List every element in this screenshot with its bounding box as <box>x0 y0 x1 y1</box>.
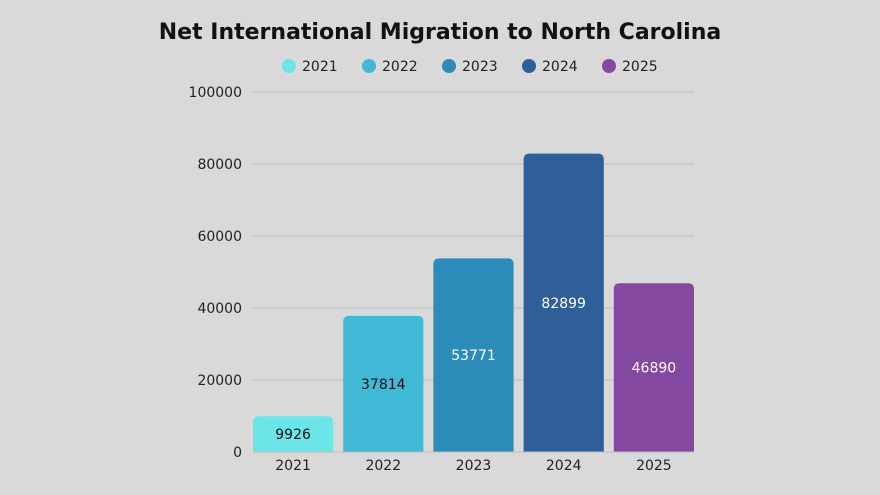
bar-2023 <box>433 258 514 452</box>
x-tick-label: 2022 <box>365 458 401 474</box>
chart-title: Net International Migration to North Car… <box>159 20 721 45</box>
y-tick-label: 60000 <box>197 229 242 245</box>
x-tick-label: 2023 <box>456 458 492 474</box>
legend-label: 2023 <box>462 59 498 75</box>
data-label: 82899 <box>541 296 586 312</box>
legend-item-2025: 2025 <box>602 59 658 75</box>
legend-label: 2022 <box>382 59 418 75</box>
legend-label: 2024 <box>542 59 578 75</box>
legend-item-2022: 2022 <box>362 59 418 75</box>
bars: 9926 37814 53771 82899 46890 <box>253 153 694 452</box>
legend-swatch <box>282 59 296 73</box>
legend-label: 2021 <box>302 59 338 75</box>
bar-2022 <box>343 315 424 452</box>
x-axis: 2021 2022 2023 2024 2025 <box>253 451 694 474</box>
legend-swatch <box>522 59 536 73</box>
legend-swatch <box>442 59 456 73</box>
data-label: 46890 <box>632 361 677 377</box>
y-tick-label: 20000 <box>197 373 242 389</box>
data-label: 9926 <box>275 427 311 443</box>
x-tick-label: 2021 <box>275 458 311 474</box>
y-tick-label: 100000 <box>189 85 242 101</box>
y-tick-label: 0 <box>233 445 242 461</box>
legend-swatch <box>362 59 376 73</box>
legend: 2021 2022 2023 2024 2025 <box>282 59 658 75</box>
x-tick-label: 2024 <box>546 458 582 474</box>
data-label: 37814 <box>361 377 406 393</box>
legend-item-2024: 2024 <box>522 59 578 75</box>
legend-label: 2025 <box>622 59 658 75</box>
y-axis: 0 20000 40000 60000 80000 100000 <box>189 85 242 461</box>
bar-2024 <box>523 153 604 452</box>
bar-2025 <box>613 283 694 452</box>
y-tick-label: 80000 <box>197 157 242 173</box>
bar-2021 <box>253 416 334 452</box>
x-tick-label: 2025 <box>636 458 672 474</box>
legend-swatch <box>602 59 616 73</box>
y-tick-label: 40000 <box>197 301 242 317</box>
legend-item-2023: 2023 <box>442 59 498 75</box>
data-label: 53771 <box>451 348 496 364</box>
legend-item-2021: 2021 <box>282 59 338 75</box>
